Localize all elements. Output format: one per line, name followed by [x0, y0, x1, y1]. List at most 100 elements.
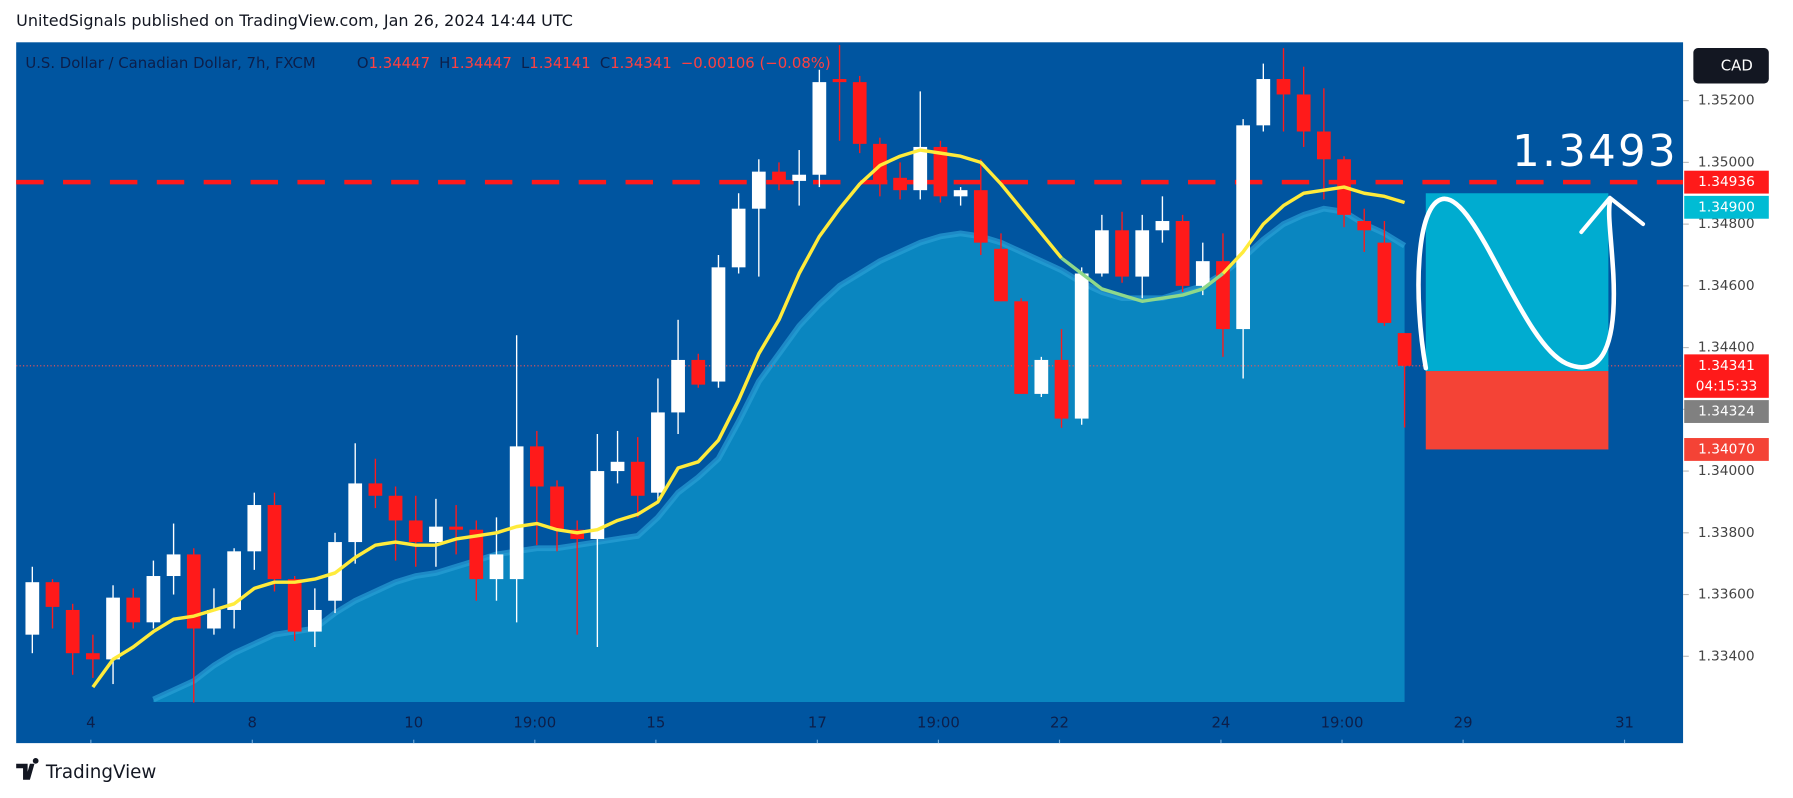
price-label: 1.34070 — [1698, 441, 1755, 457]
price-label: 1.34900 — [1698, 199, 1755, 215]
change: −0.00106 (−0.08%) — [681, 54, 831, 72]
y-tick-label: 1.33800 — [1698, 525, 1755, 541]
candle-body — [106, 597, 120, 660]
candle-body — [307, 609, 322, 632]
ma-line — [1221, 185, 1406, 275]
candle-body — [1115, 230, 1129, 277]
candle-body — [227, 551, 241, 610]
price-label-box — [1684, 354, 1769, 398]
area — [153, 208, 1405, 702]
candle-body — [186, 554, 201, 629]
candle-body — [893, 177, 907, 191]
price-label-box — [1684, 438, 1769, 461]
candle-body — [408, 520, 423, 543]
plot-layer: 1.334001.336001.338001.340001.342001.344… — [16, 45, 1769, 744]
candle-body — [1195, 261, 1210, 286]
candle-body — [610, 461, 625, 472]
x-tick-label: 17 — [808, 714, 827, 732]
candle-body — [489, 554, 504, 580]
candle-body — [65, 609, 80, 654]
candle-body — [1054, 359, 1069, 419]
candle-body — [630, 461, 645, 496]
ohlc-key: O — [357, 54, 369, 72]
candle-body — [1034, 359, 1049, 394]
candle-body — [1095, 230, 1109, 274]
y-tick-label: 1.34400 — [1698, 340, 1755, 356]
stop-zone — [1425, 371, 1609, 450]
legend: U.S. Dollar / Canadian Dollar, 7h, FXCM … — [25, 54, 830, 72]
candle-body — [368, 483, 383, 496]
candle-body — [590, 471, 605, 539]
y-tick-label: 1.34000 — [1698, 463, 1755, 479]
x-tick-label: 15 — [646, 714, 665, 732]
candle-body — [1135, 230, 1150, 277]
price-label: 1.34936 — [1698, 174, 1755, 190]
logo: TradingView — [16, 757, 157, 783]
ohlc-key: C — [600, 54, 610, 72]
candle-body — [873, 143, 887, 181]
y-tick-label: 1.35000 — [1698, 154, 1755, 170]
candle-body — [1357, 221, 1372, 231]
ma-line — [1060, 256, 1225, 304]
candle-body — [287, 579, 302, 632]
candle-body — [469, 529, 484, 580]
x-tick-label: 24 — [1211, 714, 1230, 732]
x-tick-label: 19:00 — [1321, 714, 1364, 732]
candle-body — [973, 190, 988, 243]
candle-body — [1175, 221, 1190, 286]
ohlc-key: L — [521, 54, 530, 72]
ohlc-value: 1.34447 — [450, 54, 511, 72]
candle-body — [1377, 242, 1392, 323]
candle-body — [812, 82, 827, 175]
y-tick-label: 1.33400 — [1698, 648, 1755, 664]
ohlc-value: 1.34141 — [529, 54, 590, 72]
footer: TradingView — [45, 762, 157, 783]
drawing — [1416, 196, 1617, 371]
x-tick-label: 29 — [1454, 714, 1473, 732]
candle-body — [792, 174, 807, 181]
symbol: U.S. Dollar / Canadian Dollar, 7h, FXCM — [25, 54, 315, 72]
candle-body — [388, 495, 403, 521]
candle-body — [126, 597, 141, 623]
x-tick-label: 4 — [86, 714, 95, 732]
x-tick-label: 8 — [248, 714, 257, 732]
area-edge — [152, 205, 1407, 703]
candle-body — [711, 267, 726, 382]
candle-body — [953, 190, 968, 197]
candle-body — [449, 526, 463, 530]
candle-body — [45, 582, 60, 607]
candle-body — [1317, 131, 1331, 160]
x-tick-label: 31 — [1615, 714, 1634, 732]
candle-body — [852, 82, 867, 144]
candle-body — [1276, 79, 1291, 95]
candle-body — [691, 359, 706, 385]
candle-body — [550, 486, 564, 530]
candle-body — [671, 359, 685, 413]
candle-body — [429, 526, 443, 543]
ohlc-key: H — [439, 54, 450, 72]
ohlc-value: 1.34341 — [610, 54, 671, 72]
candle-body — [348, 483, 363, 543]
candle-body — [1296, 94, 1311, 132]
currency-label[interactable]: CAD — [1721, 56, 1753, 74]
y-tick-label: 1.35200 — [1698, 93, 1755, 109]
annotation: 1.3493 — [1512, 127, 1678, 177]
candle-body — [1155, 221, 1170, 231]
candle-body — [1256, 79, 1271, 126]
logo-icon — [16, 757, 39, 780]
candle-body — [25, 582, 40, 635]
price-label: 1.34324 — [1698, 404, 1755, 420]
y-tick-label: 1.34600 — [1698, 278, 1755, 294]
candle-body — [933, 146, 948, 197]
x-tick-label: 19:00 — [513, 714, 556, 732]
countdown: 04:15:33 — [1696, 378, 1758, 394]
x-tick-label: 19:00 — [917, 714, 960, 732]
candle-body — [651, 412, 665, 493]
candle-body — [994, 248, 1008, 302]
currency-button[interactable] — [1693, 48, 1769, 84]
candle-body — [529, 446, 544, 487]
arrow — [1579, 195, 1646, 235]
candle-body — [267, 505, 282, 580]
